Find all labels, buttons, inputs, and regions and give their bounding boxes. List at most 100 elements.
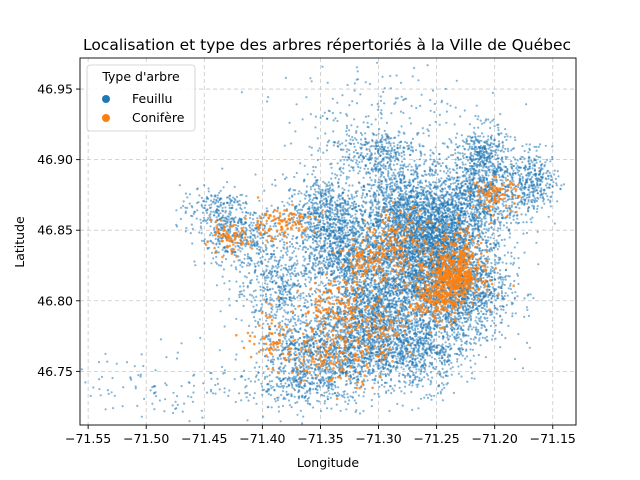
- tree-point: [496, 248, 499, 251]
- tree-point: [469, 359, 472, 362]
- tree-point: [375, 322, 378, 325]
- tree-point: [406, 268, 409, 271]
- tree-point: [378, 231, 381, 234]
- tree-point: [385, 189, 388, 192]
- tree-point: [400, 309, 403, 312]
- tree-point: [435, 331, 438, 334]
- tree-point: [488, 250, 491, 253]
- tree-point: [476, 309, 480, 313]
- tree-point: [338, 282, 341, 286]
- tree-point: [382, 302, 385, 305]
- tree-point: [384, 260, 387, 263]
- tree-point: [387, 289, 391, 292]
- tree-point: [388, 285, 391, 289]
- tree-point: [445, 316, 448, 319]
- tree-point: [423, 187, 426, 190]
- tree-point: [320, 332, 323, 335]
- tree-point: [469, 315, 472, 318]
- tree-point: [460, 353, 463, 356]
- tree-point: [357, 294, 360, 297]
- tree-point: [378, 193, 381, 196]
- tree-point: [402, 312, 405, 315]
- tree-point: [348, 169, 351, 172]
- tree-point: [489, 270, 492, 273]
- tree-point: [347, 200, 350, 203]
- tree-point: [498, 286, 501, 289]
- tree-point: [360, 281, 363, 284]
- tree-point: [461, 306, 464, 309]
- tree-point: [348, 294, 351, 297]
- tree-point: [350, 279, 353, 282]
- tree-point: [363, 301, 366, 304]
- tree-point: [408, 288, 411, 292]
- tree-point: [532, 297, 535, 300]
- tree-point: [527, 314, 531, 317]
- tree-point: [420, 323, 423, 326]
- tree-point: [411, 284, 414, 287]
- tree-point: [370, 316, 373, 319]
- tree-point: [382, 273, 385, 276]
- tree-point: [507, 274, 510, 278]
- tree-point: [365, 300, 368, 303]
- tree-point: [472, 309, 475, 312]
- tree-point: [484, 308, 487, 311]
- tree-point: [506, 251, 510, 254]
- tree-point: [509, 288, 512, 291]
- tree-point: [510, 255, 513, 258]
- tree-point: [382, 187, 385, 190]
- tree-point: [393, 296, 396, 299]
- tree-point: [472, 296, 475, 299]
- tree-point: [418, 311, 421, 314]
- chart-title: Localisation et type des arbres répertor…: [83, 36, 571, 54]
- tree-point: [466, 295, 469, 298]
- tree-point: [395, 357, 398, 360]
- tree-point: [451, 329, 454, 332]
- tree-point: [466, 304, 469, 307]
- tree-point: [503, 283, 506, 287]
- tree-point: [461, 314, 464, 317]
- tree-point: [487, 272, 490, 275]
- tree-point: [389, 272, 392, 275]
- tree-point: [453, 321, 457, 324]
- tree-point: [386, 283, 389, 286]
- tree-point: [376, 381, 379, 384]
- tree-point: [493, 289, 496, 293]
- tree-point: [500, 278, 503, 281]
- tree-point: [496, 271, 499, 274]
- tree-point: [494, 261, 497, 264]
- tree-point: [499, 227, 502, 230]
- tree-point: [491, 295, 494, 298]
- tree-point: [484, 300, 487, 303]
- tree-point: [386, 296, 389, 299]
- tree-point: [482, 313, 485, 316]
- tree-point: [477, 328, 480, 331]
- tree-point: [428, 320, 431, 323]
- tree-point: [475, 333, 479, 336]
- tree-point: [493, 271, 496, 274]
- tree-point: [485, 288, 488, 291]
- tree-point: [366, 289, 369, 292]
- tree-point: [485, 328, 488, 331]
- tree-point: [475, 283, 478, 286]
- tree-point: [431, 320, 435, 323]
- tree-point: [379, 274, 382, 277]
- tree-point: [494, 329, 497, 332]
- tree-point: [518, 266, 521, 269]
- tree-point: [513, 279, 516, 283]
- tree-point: [451, 326, 454, 329]
- tree-point: [491, 276, 494, 279]
- tree-point: [394, 285, 397, 288]
- tree-point: [396, 284, 399, 287]
- tree-point: [333, 295, 336, 298]
- tree-point: [385, 291, 388, 294]
- tree-point: [491, 270, 494, 273]
- tree-point: [372, 295, 375, 298]
- tree-point: [511, 312, 514, 315]
- tree-point: [457, 306, 460, 309]
- tree-point: [500, 290, 503, 293]
- tree-point: [428, 269, 431, 272]
- tree-point: [418, 368, 421, 371]
- tree-point: [351, 293, 354, 296]
- tree-point: [411, 260, 414, 263]
- tree-point: [449, 297, 452, 300]
